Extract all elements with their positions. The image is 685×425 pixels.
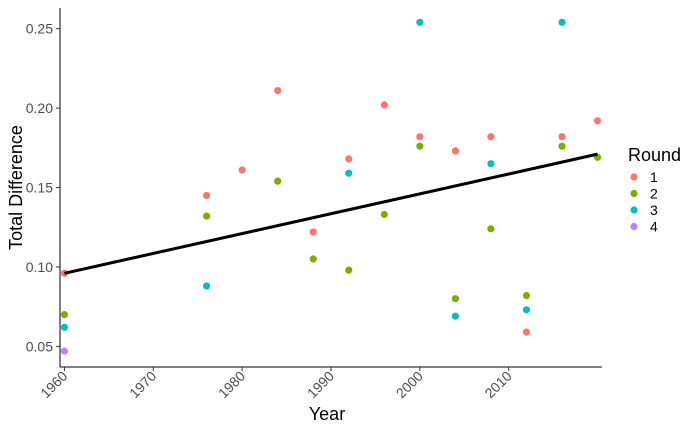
data-point-round-3 [487, 160, 495, 168]
y-tick-label: 0.25 [26, 21, 53, 37]
y-tick-label: 0.20 [26, 100, 53, 116]
data-point-round-2 [274, 177, 282, 185]
data-point-round-1 [522, 328, 531, 336]
data-point-round-3 [522, 306, 531, 314]
data-point-round-2 [60, 310, 69, 319]
data-point-round-2 [487, 225, 495, 233]
data-point-round-1 [345, 155, 353, 163]
data-point-round-1 [487, 133, 495, 141]
data-point-round-1 [274, 87, 282, 95]
legend-label-round-1: 1 [650, 169, 658, 185]
y-tick-label: 0.15 [26, 180, 53, 196]
plot-area [60, 18, 602, 355]
legend-key-round-1 [630, 173, 638, 181]
data-point-round-4 [60, 347, 69, 355]
data-point-round-1 [558, 133, 566, 141]
data-point-round-2 [451, 295, 459, 303]
data-point-round-2 [522, 291, 531, 300]
data-point-round-2 [309, 255, 317, 263]
x-tick-label: 1990 [304, 368, 337, 401]
y-axis-title: Total Difference [6, 125, 26, 250]
data-point-round-1 [309, 228, 317, 236]
axes: 0.05 0.10 0.15 0.20 0.25 1960 1970 1980 1990 2000… [6, 8, 602, 424]
data-point-round-1 [203, 191, 211, 200]
legend-label-round-3: 3 [650, 202, 658, 218]
data-point-round-3 [451, 312, 459, 320]
legend-label-round-4: 4 [650, 219, 658, 235]
data-point-round-3 [416, 18, 424, 26]
y-tick-label: 0.05 [26, 338, 53, 354]
legend-label-round-2: 2 [650, 186, 658, 202]
data-point-round-3 [345, 169, 353, 177]
data-point-round-2 [558, 142, 566, 150]
data-point-round-1 [238, 166, 246, 174]
x-tick-label: 1960 [37, 368, 70, 401]
data-point-round-2 [345, 266, 353, 274]
trend-line [64, 152, 598, 275]
x-tick-label: 1970 [126, 368, 159, 401]
x-tick-label: 1980 [215, 368, 248, 401]
y-tick-label: 0.10 [26, 259, 53, 275]
legend-title: Round [628, 145, 681, 165]
legend-key-round-2 [630, 189, 638, 198]
data-point-round-3 [203, 282, 211, 290]
data-point-round-1 [451, 147, 459, 155]
data-point-round-3 [558, 18, 566, 26]
x-tick-label: 2000 [393, 368, 426, 401]
data-point-round-1 [416, 133, 424, 141]
legend-key-round-3 [630, 206, 638, 214]
data-point-round-2 [203, 212, 211, 220]
data-point-round-3 [60, 323, 69, 331]
data-point-round-1 [593, 117, 602, 125]
data-point-round-2 [416, 142, 424, 150]
data-point-round-2 [380, 210, 388, 219]
legend-key-round-4 [630, 222, 638, 231]
data-point-round-1 [380, 101, 388, 109]
x-tick-label: 2010 [481, 368, 514, 401]
x-axis-title: Year [309, 404, 345, 424]
